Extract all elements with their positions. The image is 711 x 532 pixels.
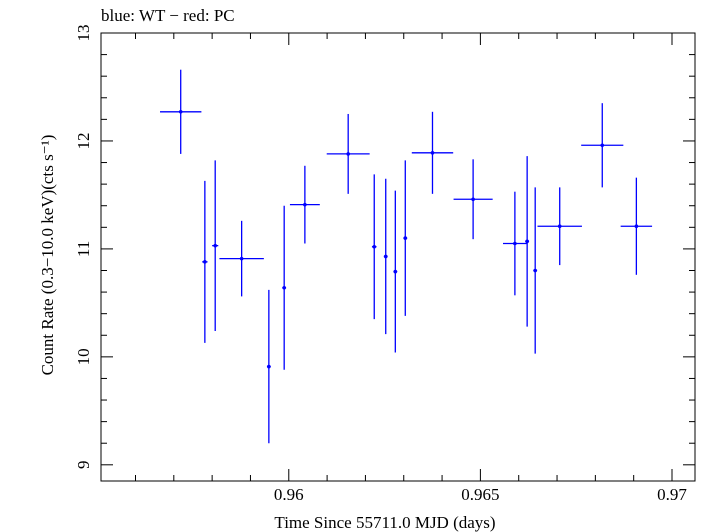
- data-point: [581, 103, 624, 188]
- y-tick-label: 13: [74, 25, 93, 42]
- point-marker: [282, 285, 286, 290]
- point-marker: [513, 241, 517, 246]
- point-marker: [178, 110, 183, 114]
- data-point: [393, 190, 398, 353]
- data-point: [160, 69, 202, 154]
- data-point: [289, 165, 320, 244]
- x-tick-label: 0.96: [274, 485, 304, 504]
- data-point: [411, 111, 454, 194]
- point-marker: [372, 244, 377, 249]
- point-marker: [203, 260, 207, 264]
- point-marker: [383, 254, 388, 259]
- data-points: [160, 69, 653, 444]
- y-axis-label: Count Rate (0.3−10.0 keV)(cts s⁻¹): [38, 135, 57, 376]
- data-point: [537, 187, 582, 266]
- point-marker: [533, 268, 537, 273]
- point-marker: [403, 236, 408, 240]
- point-marker: [471, 197, 475, 202]
- plot-border: [100, 32, 696, 482]
- point-marker: [239, 256, 244, 261]
- data-point: [383, 178, 388, 335]
- point-marker: [303, 202, 307, 207]
- x-axis-label: Time Since 55711.0 MJD (days): [274, 513, 495, 532]
- data-point: [620, 177, 653, 275]
- data-point: [503, 191, 527, 296]
- y-tick-label: 12: [74, 132, 93, 149]
- y-axis-ticks: 9 10 11 12 13: [74, 25, 695, 470]
- x-tick-label: 0.965: [461, 485, 499, 504]
- data-point: [525, 156, 530, 327]
- point-marker: [393, 269, 398, 274]
- data-point: [533, 187, 538, 354]
- point-marker: [213, 243, 218, 248]
- data-point: [453, 159, 493, 240]
- point-marker: [430, 151, 435, 155]
- x-tick-label: 0.97: [657, 485, 687, 504]
- data-point: [371, 174, 377, 320]
- y-tick-label: 10: [74, 348, 93, 365]
- data-point: [266, 289, 271, 444]
- y-tick-label: 11: [74, 241, 93, 257]
- point-marker: [346, 152, 350, 156]
- plot-frame: [100, 32, 696, 482]
- data-point: [282, 205, 287, 370]
- data-point: [403, 160, 408, 316]
- point-marker: [525, 239, 529, 244]
- point-marker: [634, 224, 639, 229]
- point-marker: [557, 224, 562, 229]
- y-tick-label: 9: [74, 461, 93, 470]
- chart-title: blue: WT − red: PC: [101, 6, 235, 25]
- x-axis-ticks: 0.96 0.965 0.97: [134, 33, 687, 504]
- data-point: [202, 180, 208, 343]
- point-marker: [267, 364, 271, 369]
- data-point: [326, 113, 370, 194]
- point-marker: [600, 143, 605, 148]
- data-point: [212, 160, 219, 331]
- data-point: [219, 220, 264, 297]
